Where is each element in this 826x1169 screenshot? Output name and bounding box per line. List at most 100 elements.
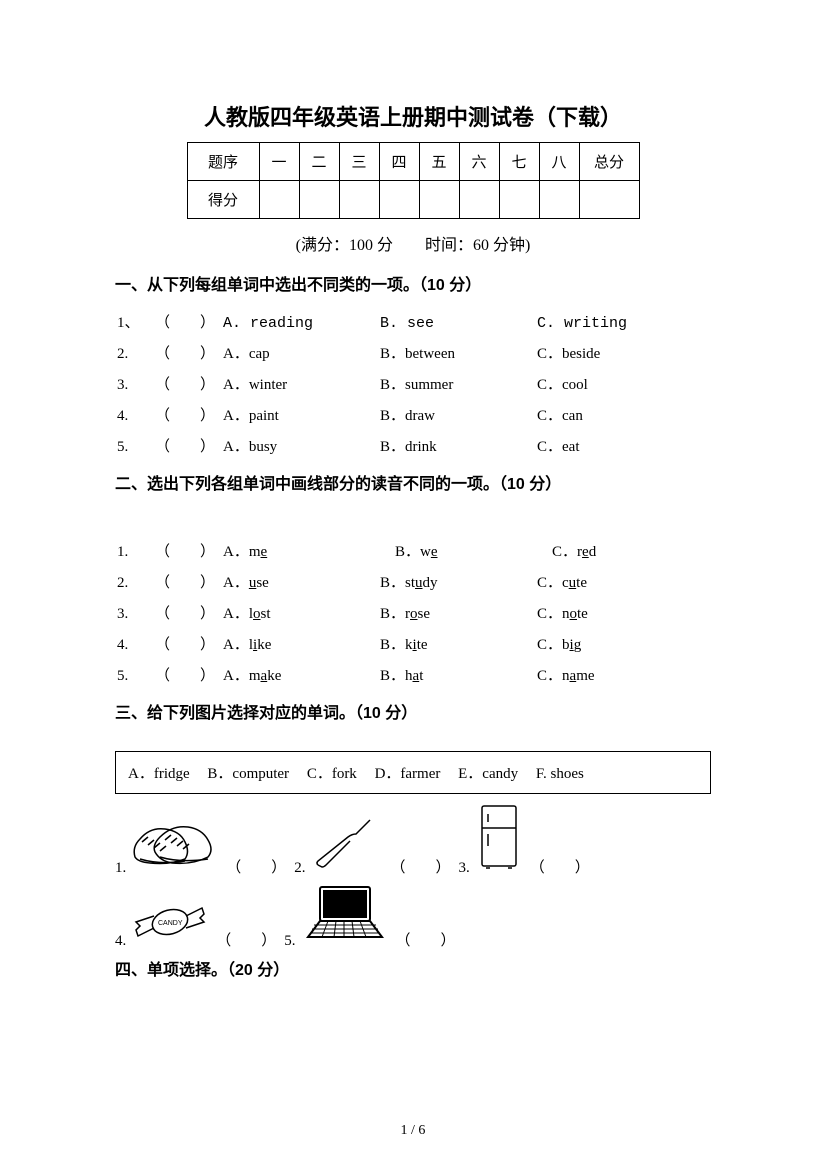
question-row: 1、 （ ） A. reading B. see C. writing — [117, 307, 709, 336]
score-table: 题序 一 二 三 四 五 六 七 八 总分 得分 — [187, 142, 640, 219]
option-c: C. writing — [537, 307, 709, 336]
page-number: 1 / 6 — [0, 1123, 826, 1139]
score-cell — [579, 181, 639, 219]
option-a: A．cap — [223, 338, 378, 367]
shoes-icon — [130, 817, 220, 877]
q-number: 1. — [117, 536, 153, 565]
option-c: C．beside — [537, 338, 709, 367]
score-cell — [539, 181, 579, 219]
q-paren: （ ） — [155, 629, 221, 658]
option-b: B．between — [380, 338, 535, 367]
col-3: 三 — [339, 143, 379, 181]
image-item-1: 1. （ ） — [115, 817, 286, 877]
q-number: 1. — [115, 860, 126, 877]
option-a: A. reading — [223, 307, 378, 336]
q-number: 5. — [284, 933, 295, 950]
q-paren: （ ） — [155, 536, 221, 565]
col-5: 五 — [419, 143, 459, 181]
col-7: 七 — [499, 143, 539, 181]
section-3-title: 三、给下列图片选择对应的单词。（10 分） — [115, 699, 711, 723]
image-item-2: 2. （ ） — [294, 817, 450, 877]
image-item-3: 3. （ ） — [459, 802, 590, 877]
question-row: 4. （ ） A．like B．kite C．big — [117, 629, 709, 658]
header-label: 题序 — [187, 143, 259, 181]
section-2-title: 二、选出下列各组单词中画线部分的读音不同的一项。（10 分） — [115, 470, 711, 494]
score-label: 得分 — [187, 181, 259, 219]
q-paren: （ ） — [155, 598, 221, 627]
q-paren: （ ） — [155, 660, 221, 689]
option-a: A．winter — [223, 369, 378, 398]
q-number: 2. — [294, 860, 305, 877]
option-a: A．make — [223, 660, 378, 689]
q-number: 4. — [117, 629, 153, 658]
q-number: 2. — [117, 338, 153, 367]
score-cell — [379, 181, 419, 219]
question-row: 1. （ ） A．me B．we C．red — [117, 536, 709, 565]
fridge-icon — [474, 802, 524, 877]
q-number: 3. — [117, 369, 153, 398]
q-paren: （ ） — [226, 856, 286, 877]
q-number: 3. — [117, 598, 153, 627]
option-a: A．like — [223, 629, 378, 658]
word-d: D．farmer — [375, 766, 441, 782]
option-a: A．use — [223, 567, 378, 596]
q-paren: （ ） — [155, 400, 221, 429]
q-paren: （ ） — [530, 856, 590, 877]
col-4: 四 — [379, 143, 419, 181]
option-b: B．summer — [380, 369, 535, 398]
full-marks: (满分：100 分 时间：60 分钟) — [115, 231, 711, 255]
score-table-score-row: 得分 — [187, 181, 639, 219]
col-8: 八 — [539, 143, 579, 181]
option-b: B．hat — [380, 660, 535, 689]
question-row: 5. （ ） A．make B．hat C．name — [117, 660, 709, 689]
q-number: 1、 — [117, 307, 153, 336]
score-cell — [459, 181, 499, 219]
option-b: B．we — [380, 536, 535, 565]
question-row: 5. （ ） A．busy B．drink C．eat — [117, 431, 709, 460]
section-1-questions: 1、 （ ） A. reading B. see C. writing 2. （… — [115, 305, 711, 462]
image-row-2: 4. CANDY （ ） 5. — [115, 883, 711, 950]
word-e: E．candy — [458, 766, 518, 782]
image-item-5: 5. （ ） — [284, 883, 455, 950]
col-total: 总分 — [579, 143, 639, 181]
word-bank-box: A．fridge B．computer C．fork D．farmer E．ca… — [115, 751, 711, 794]
section-2-questions: 1. （ ） A．me B．we C．red 2. （ ） A．use B．st… — [115, 534, 711, 691]
option-b: B．drink — [380, 431, 535, 460]
score-table-header-row: 题序 一 二 三 四 五 六 七 八 总分 — [187, 143, 639, 181]
score-cell — [299, 181, 339, 219]
q-paren: （ ） — [155, 567, 221, 596]
q-number: 2. — [117, 567, 153, 596]
q-paren: （ ） — [155, 431, 221, 460]
word-f: F. shoes — [536, 766, 584, 782]
q-paren: （ ） — [155, 307, 221, 336]
svg-text:CANDY: CANDY — [158, 920, 183, 927]
option-c: C．red — [537, 536, 709, 565]
option-a: A．lost — [223, 598, 378, 627]
q-number: 5. — [117, 431, 153, 460]
q-number: 4. — [115, 933, 126, 950]
q-paren: （ ） — [155, 338, 221, 367]
fork-icon — [310, 817, 385, 877]
q-number: 5. — [117, 660, 153, 689]
word-c: C．fork — [307, 766, 357, 782]
computer-icon — [300, 883, 390, 950]
option-b: B. see — [380, 307, 535, 336]
question-row: 4. （ ） A．paint B．draw C．can — [117, 400, 709, 429]
image-row-1: 1. （ ） 2. — [115, 802, 711, 877]
option-b: B．study — [380, 567, 535, 596]
option-b: B．draw — [380, 400, 535, 429]
col-1: 一 — [259, 143, 299, 181]
option-a: A．me — [223, 536, 378, 565]
option-a: A．paint — [223, 400, 378, 429]
option-c: C．note — [537, 598, 709, 627]
page-title: 人教版四年级英语上册期中测试卷（下载） — [115, 100, 711, 132]
score-cell — [499, 181, 539, 219]
option-c: C．can — [537, 400, 709, 429]
option-c: C．cute — [537, 567, 709, 596]
question-row: 3. （ ） A．lost B．rose C．note — [117, 598, 709, 627]
question-row: 2. （ ） A．use B．study C．cute — [117, 567, 709, 596]
option-c: C．eat — [537, 431, 709, 460]
option-b: B．rose — [380, 598, 535, 627]
question-row: 3. （ ） A．winter B．summer C．cool — [117, 369, 709, 398]
q-paren: （ ） — [396, 929, 456, 950]
